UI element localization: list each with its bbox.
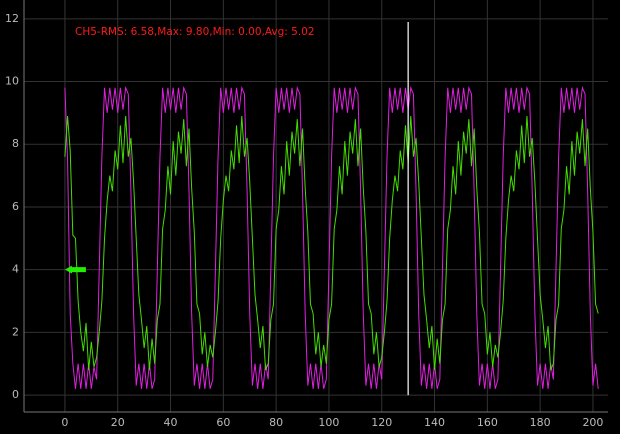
x-tick-label: 100	[318, 416, 339, 429]
x-tick-label: 200	[582, 416, 603, 429]
y-tick-label: 6	[12, 200, 19, 213]
x-tick-label: 140	[424, 416, 445, 429]
stats-annotation: CH5-RMS: 6.58,Max: 9.80,Min: 0.00,Avg: 5…	[75, 26, 315, 38]
signal-line	[64, 85, 599, 389]
y-tick-label: 12	[5, 12, 19, 25]
y-tick-label: 10	[5, 75, 19, 88]
x-tick-label: 80	[269, 416, 283, 429]
x-tick-label: 120	[371, 416, 392, 429]
x-tick-label: 160	[477, 416, 498, 429]
x-tick-label: 60	[216, 416, 230, 429]
y-tick-label: 8	[12, 137, 19, 150]
signal-line	[64, 115, 599, 371]
x-tick-label: 40	[164, 416, 178, 429]
x-tick-label: 20	[111, 416, 125, 429]
level-marker	[64, 265, 86, 274]
x-tick-label: 180	[530, 416, 551, 429]
y-tick-label: 2	[12, 325, 19, 338]
y-tick-label: 4	[12, 263, 19, 276]
x-tick-label: 0	[61, 416, 68, 429]
y-tick-label: 0	[12, 388, 19, 401]
plot	[64, 21, 599, 396]
